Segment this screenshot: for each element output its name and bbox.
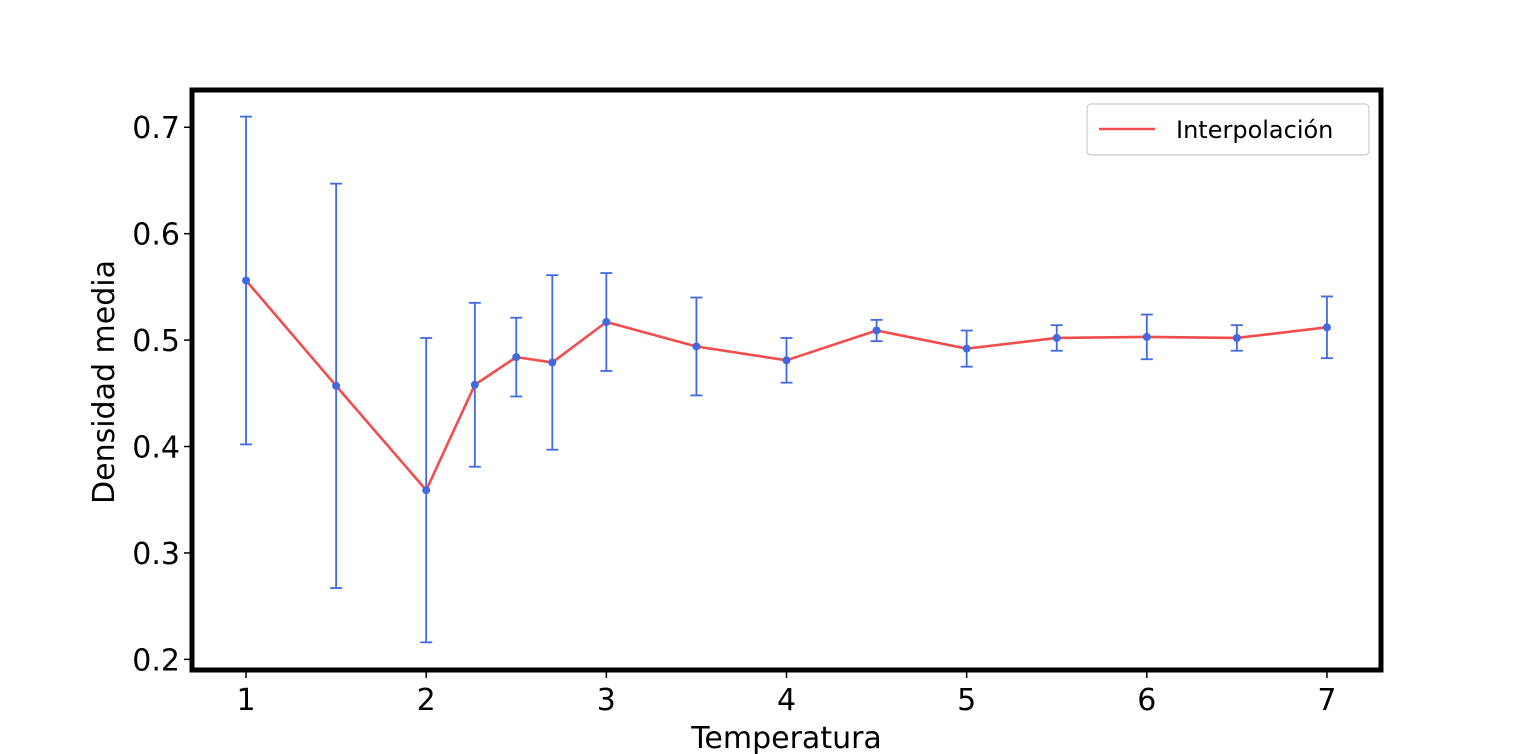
- data-point: [602, 318, 611, 326]
- data-point: [872, 326, 881, 335]
- data-point: [512, 353, 521, 362]
- plot-frame: [189, 87, 1384, 673]
- y-tick-label: 0.6: [132, 218, 180, 253]
- x-tick-label: 4: [777, 683, 796, 718]
- y-tick-label: 0.2: [132, 643, 180, 678]
- data-point: [692, 342, 701, 351]
- x-tick-label: 2: [417, 683, 436, 718]
- series-line: [245, 279, 1328, 492]
- data-point: [242, 276, 251, 285]
- x-tick-label: 6: [1137, 683, 1156, 718]
- legend: Interpolación: [1086, 103, 1370, 156]
- y-tick-label: 0.3: [132, 537, 180, 572]
- data-points: [242, 276, 1331, 495]
- x-axis-ticks: 1 2 3 4 5 6 7: [236, 670, 1337, 718]
- data-point: [332, 381, 341, 390]
- data-point: [422, 486, 431, 495]
- legend-entry-label: Interpolación: [1176, 116, 1333, 144]
- x-axis-label: Temperatura: [690, 721, 882, 754]
- data-point: [548, 358, 557, 367]
- y-tick-label: 0.4: [132, 431, 180, 466]
- data-point: [1052, 333, 1061, 342]
- data-point: [1142, 332, 1151, 341]
- x-tick-label: 1: [236, 683, 255, 718]
- y-tick-label: 0.5: [132, 324, 180, 359]
- series-lines: [245, 279, 1328, 492]
- data-point: [470, 380, 479, 389]
- data-point: [962, 344, 971, 353]
- x-tick-label: 3: [597, 683, 616, 718]
- y-tick-label: 0.7: [132, 111, 180, 146]
- x-tick-label: 5: [957, 683, 976, 718]
- data-point: [1232, 333, 1241, 342]
- data-point: [782, 356, 791, 365]
- x-tick-label: 7: [1317, 683, 1336, 718]
- error-bars: [240, 115, 1333, 644]
- legend-box: [1086, 103, 1370, 156]
- y-axis-label: Densidad media: [87, 260, 122, 504]
- data-point: [1322, 323, 1331, 332]
- y-axis-ticks: 0.2 0.3 0.4 0.5 0.6 0.7: [132, 111, 192, 678]
